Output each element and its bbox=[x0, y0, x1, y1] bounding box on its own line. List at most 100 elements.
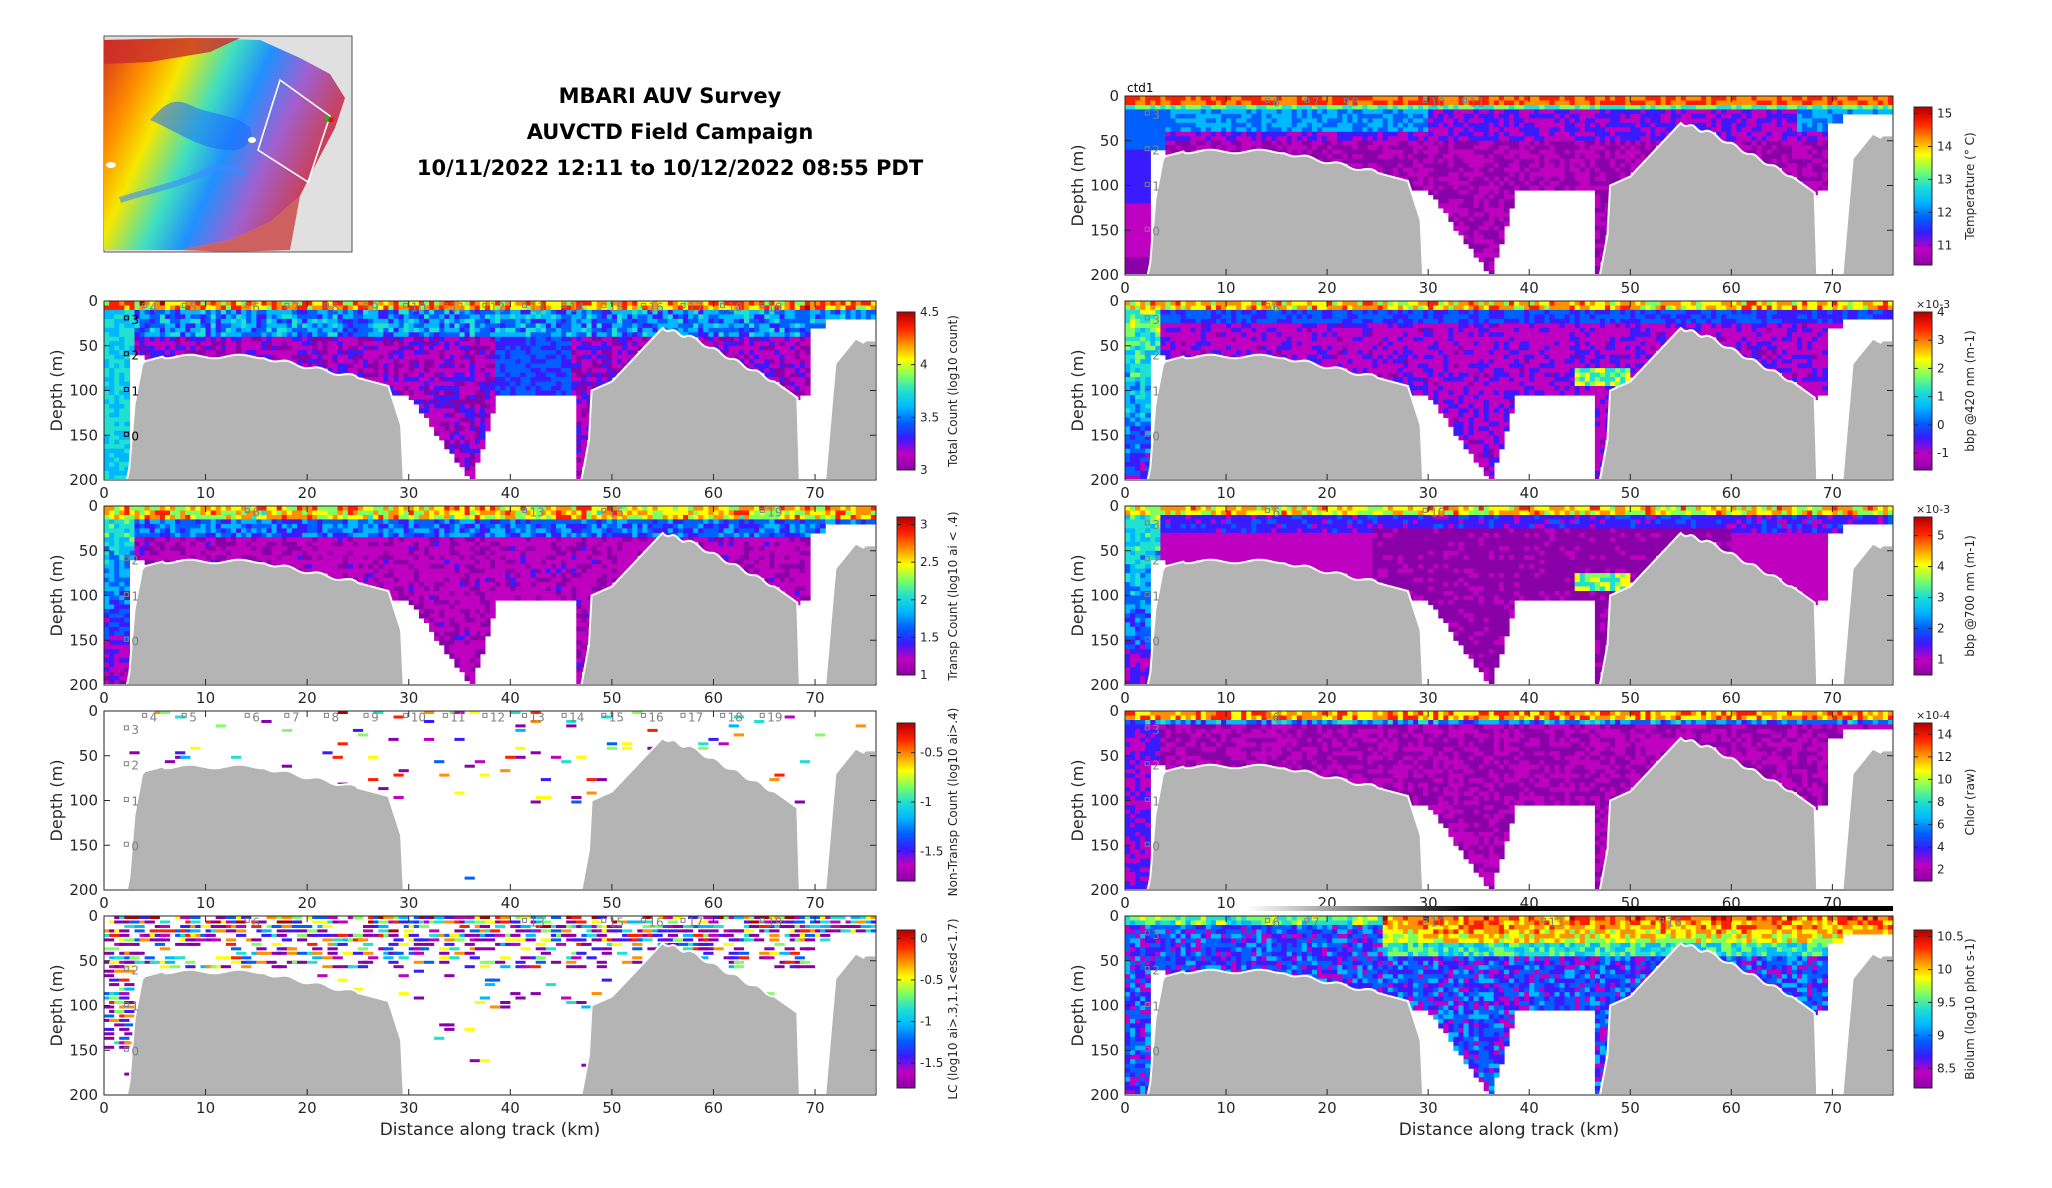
profile-label-19: 19 bbox=[767, 915, 782, 929]
colorbar-tick-label: 3.5 bbox=[920, 410, 939, 424]
colorbar bbox=[896, 929, 916, 1089]
profile-label-12: 12 bbox=[490, 300, 505, 314]
profile-label-3: 3 bbox=[1152, 108, 1160, 122]
x-tick-label: 30 bbox=[399, 894, 418, 912]
colorbar bbox=[1913, 929, 1933, 1089]
profile-label-18: 18 bbox=[728, 710, 743, 724]
colorbar-tick-label: 1 bbox=[1937, 390, 1945, 404]
x-tick-label: 40 bbox=[1520, 1099, 1539, 1117]
seafloor-bathymetry bbox=[1125, 941, 1893, 1095]
profile-label-15: 15 bbox=[609, 915, 624, 929]
x-tick-label: 70 bbox=[806, 484, 825, 502]
y-axis-label: Depth (m) bbox=[1068, 350, 1087, 432]
colorbar-tick-label: 2 bbox=[1937, 863, 1945, 877]
x-tick-label: 10 bbox=[196, 689, 215, 707]
profile-label-7: 7 bbox=[1312, 95, 1320, 109]
x-tick-label: 10 bbox=[1217, 894, 1236, 912]
colorbar-tick-label: 0 bbox=[920, 931, 928, 945]
y-tick-label: 200 bbox=[1090, 676, 1119, 694]
x-tick-label: 30 bbox=[399, 1099, 418, 1117]
y-tick-label: 0 bbox=[88, 292, 98, 310]
profile-label-10: 10 bbox=[1430, 505, 1445, 519]
data-field bbox=[1125, 96, 1893, 275]
profile-label-0: 0 bbox=[1152, 1044, 1160, 1058]
x-tick-label: 0 bbox=[1120, 894, 1130, 912]
seafloor-bathymetry bbox=[1125, 736, 1893, 890]
time-indicator-bar bbox=[1246, 906, 1893, 911]
colorbar-tick-label: -1.5 bbox=[920, 1056, 943, 1070]
y-tick-label: 200 bbox=[1090, 471, 1119, 489]
y-tick-label: 100 bbox=[1090, 997, 1119, 1015]
y-tick-label: 100 bbox=[1090, 382, 1119, 400]
y-tick-label: 150 bbox=[69, 836, 98, 854]
profile-label-9: 9 bbox=[371, 300, 379, 314]
x-tick-label: 20 bbox=[298, 1099, 317, 1117]
profile-label-6: 6 bbox=[252, 710, 260, 724]
profile-label-5: 5 bbox=[189, 710, 197, 724]
profile-label-5: 5 bbox=[189, 300, 197, 314]
profile-label-13: 13 bbox=[530, 710, 545, 724]
x-tick-label: 70 bbox=[806, 894, 825, 912]
profile-label-0: 0 bbox=[131, 634, 139, 648]
y-tick-label: 50 bbox=[1100, 542, 1119, 560]
colorbar-tick-label: 8 bbox=[1937, 795, 1945, 809]
x-tick-label: 20 bbox=[1318, 689, 1337, 707]
colorbar-tick-label: 1 bbox=[920, 668, 928, 682]
profile-labels: 0 1 2 3 6 7 8 10 11 bbox=[1144, 95, 1485, 238]
profile-label-8: 8 bbox=[331, 300, 339, 314]
x-tick-label: 40 bbox=[501, 1099, 520, 1117]
y-axis-label: Depth (m) bbox=[47, 350, 66, 432]
profile-label-17: 17 bbox=[688, 710, 703, 724]
profile-label-19: 19 bbox=[767, 710, 782, 724]
profile-label-0: 0 bbox=[131, 839, 139, 853]
x-tick-label: 60 bbox=[1722, 279, 1741, 297]
profile-label-3: 3 bbox=[1152, 518, 1160, 532]
colorbar-tick-label: 10 bbox=[1937, 772, 1952, 786]
profile-label-1: 1 bbox=[1152, 590, 1160, 604]
seafloor-bathymetry bbox=[104, 531, 876, 685]
x-tick-label: 30 bbox=[1419, 279, 1438, 297]
profile-label-2: 2 bbox=[131, 759, 139, 773]
colorbar-tick-label: -0.5 bbox=[920, 973, 943, 987]
profile-labels: 0 1 2 3 6 bbox=[1144, 710, 1280, 853]
y-axis-label: Depth (m) bbox=[47, 760, 66, 842]
x-tick-label: 60 bbox=[704, 894, 723, 912]
colorbar-tick-label: 4 bbox=[920, 358, 928, 372]
x-tick-label: 50 bbox=[1621, 1099, 1640, 1117]
x-tick-label: 0 bbox=[1120, 484, 1130, 502]
profile-label-8: 8 bbox=[1351, 95, 1359, 109]
colorbar bbox=[896, 311, 916, 471]
profile-label-16: 16 bbox=[648, 300, 663, 314]
y-tick-label: 0 bbox=[1109, 292, 1119, 310]
profile-label-2: 2 bbox=[131, 964, 139, 978]
x-tick-label: 40 bbox=[501, 689, 520, 707]
x-tick-label: 0 bbox=[1120, 689, 1130, 707]
profile-label-3: 3 bbox=[1152, 313, 1160, 327]
profile-labels: 0 1 2 3 6 10 bbox=[1144, 505, 1445, 648]
colorbar-tick-label: 13 bbox=[1937, 172, 1952, 186]
x-tick-label: 60 bbox=[1722, 484, 1741, 502]
colorbar-tick-label: -1 bbox=[1937, 446, 1949, 460]
profile-labels: 0 1 2 3 6 7 10 13 16 bbox=[1144, 915, 1682, 1058]
colorbar bbox=[1913, 516, 1933, 676]
colorbar-tick-label: 9 bbox=[1937, 1028, 1945, 1042]
x-axis-label: Distance along track (km) bbox=[380, 1120, 601, 1140]
x-tick-label: 0 bbox=[99, 484, 109, 502]
x-tick-label: 0 bbox=[1120, 279, 1130, 297]
colorbar bbox=[1913, 106, 1933, 266]
x-tick-label: 30 bbox=[399, 689, 418, 707]
profile-label-15: 15 bbox=[609, 505, 624, 519]
y-tick-label: 150 bbox=[1090, 221, 1119, 239]
profile-label-6: 6 bbox=[1272, 300, 1280, 314]
profile-label-13: 13 bbox=[1548, 915, 1563, 929]
profile-label-1: 1 bbox=[131, 795, 139, 809]
colorbar-tick-label: 1.5 bbox=[920, 630, 939, 644]
y-tick-label: 150 bbox=[1090, 426, 1119, 444]
y-tick-label: 100 bbox=[69, 997, 98, 1015]
colorbar-tick-label: 4 bbox=[1937, 305, 1945, 319]
figure-title-line-1: MBARI AUV Survey bbox=[380, 84, 960, 108]
x-tick-label: 20 bbox=[1318, 279, 1337, 297]
profile-label-4: 4 bbox=[150, 710, 158, 724]
